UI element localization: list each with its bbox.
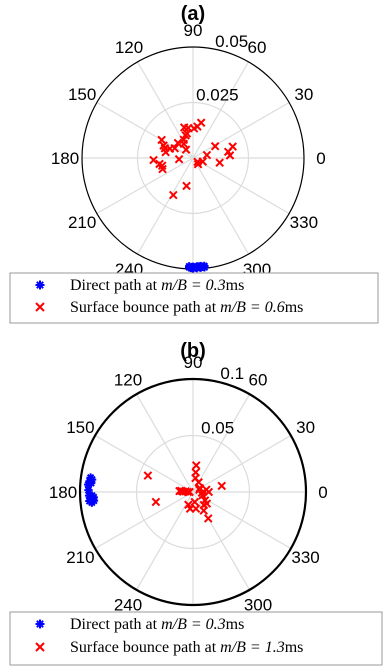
- theta-tick-label: 180: [49, 483, 77, 502]
- surface-bounce-marker: [158, 164, 167, 174]
- surface-bounce-marker: [149, 155, 158, 165]
- theta-tick-label: 90: [184, 353, 203, 372]
- theta-tick-label: 150: [68, 85, 96, 104]
- grid-ring: [136, 101, 250, 215]
- legend-entry-label: Surface bounce path at m/B = 0.6ms: [70, 299, 303, 316]
- theta-tick-label: 180: [51, 149, 79, 168]
- surface-bounce-marker: [202, 150, 212, 160]
- surface-bounce-marker: [35, 302, 45, 312]
- direct-path-marker: [185, 262, 194, 271]
- direct-path-marker: [35, 280, 45, 290]
- surface-bounce-marker: [182, 181, 191, 191]
- surface-bounce-marker: [223, 147, 233, 157]
- surface-bounce-marker: [195, 485, 204, 494]
- theta-tick-label: 210: [66, 548, 94, 567]
- theta-tick-label: 210: [68, 213, 96, 232]
- panel-b-title: (b): [180, 340, 206, 362]
- r-tick-label: 0.025: [196, 85, 239, 104]
- panel-b-legend: Direct path at m/B = 0.3ms Surface bounce…: [9, 611, 383, 666]
- theta-tick-label: 30: [296, 418, 315, 437]
- panel-b-legend-box: [9, 611, 383, 666]
- r-tick-label: 0.1: [220, 364, 244, 383]
- panel-a-markers: [149, 118, 237, 273]
- direct-path-marker: [84, 485, 93, 495]
- grid-ring: [135, 434, 251, 550]
- surface-bounce-marker: [179, 123, 189, 132]
- r-tick-label: 0.05: [215, 32, 248, 51]
- theta-tick-label: 0: [318, 483, 327, 502]
- panel-a-legend: Direct path at m/B = 0.3ms Surface bounce…: [9, 272, 379, 324]
- surface-bounce-marker: [151, 497, 161, 507]
- surface-bounce-marker: [35, 642, 45, 652]
- surface-bounce-marker: [185, 487, 194, 497]
- theta-tick-label: 240: [114, 596, 142, 615]
- surface-bounce-marker: [217, 481, 227, 491]
- theta-tick-label: 60: [249, 370, 268, 389]
- theta-tick-label: 120: [114, 370, 142, 389]
- legend-entry-label: Surface bounce path at m/B = 1.3ms: [70, 639, 303, 656]
- surface-bounce-marker: [181, 145, 191, 154]
- theta-tick-label: 150: [66, 418, 94, 437]
- surface-bounce-marker: [173, 138, 183, 148]
- surface-bounce-marker: [191, 461, 201, 470]
- direct-path-marker: [35, 619, 45, 629]
- outer-ring: [78, 377, 308, 607]
- surface-bounce-marker: [190, 497, 200, 507]
- legend-entry-label: Direct path at m/B = 0.3ms: [70, 616, 244, 633]
- surface-bounce-marker: [157, 135, 166, 145]
- direct-path-marker: [192, 262, 201, 271]
- surface-bounce-marker: [176, 486, 186, 496]
- theta-tick-label: 0: [316, 149, 325, 168]
- theta-tick-label: 300: [244, 596, 272, 615]
- direct-path-marker: [86, 473, 95, 482]
- theta-tick-label: 30: [294, 85, 313, 104]
- surface-bounce-marker: [168, 190, 178, 200]
- surface-bounce-marker: [143, 471, 153, 480]
- panel-b-grid: [78, 377, 308, 607]
- direct-path-marker: [200, 261, 209, 271]
- theta-tick-label: 120: [115, 38, 143, 57]
- panel-b-tick-labels: 0 30 60 90 120 150 180 210 240 300 330 0.05 0.1: [49, 353, 328, 615]
- surface-bounce-marker: [170, 143, 180, 153]
- surface-bounce-marker: [181, 131, 190, 140]
- polar-panel-b: (b) 0 30 60 90 120 150 180 210 240 300 330 0.05 0.1: [49, 340, 328, 615]
- surface-bounce-marker: [202, 499, 212, 508]
- legend-entry-label: Direct path at m/B = 0.3ms: [70, 277, 244, 294]
- surface-bounce-marker: [183, 487, 193, 497]
- surface-bounce-marker: [210, 141, 220, 151]
- theta-tick-label: 330: [291, 548, 319, 567]
- surface-bounce-marker: [198, 491, 207, 500]
- surface-bounce-marker: [184, 500, 193, 510]
- theta-tick-label: 60: [248, 38, 267, 57]
- direct-path-marker: [87, 498, 97, 507]
- r-tick-label: 0.05: [201, 418, 234, 437]
- theta-tick-label: 90: [184, 21, 203, 40]
- surface-bounce-marker: [198, 157, 208, 166]
- surface-bounce-marker: [199, 506, 209, 515]
- panel-a-grid: [81, 46, 305, 270]
- surface-bounce-marker: [174, 154, 184, 164]
- panel-b-markers: [83, 461, 227, 523]
- theta-tick-label: 330: [290, 213, 318, 232]
- panel-a-title: (a): [181, 3, 205, 25]
- surface-bounce-marker: [215, 158, 224, 168]
- surface-bounce-marker: [193, 159, 203, 169]
- direct-path-marker: [188, 264, 198, 273]
- panel-a-legend-box: [9, 272, 379, 324]
- surface-bounce-marker: [203, 514, 213, 523]
- surface-bounce-marker: [204, 487, 214, 497]
